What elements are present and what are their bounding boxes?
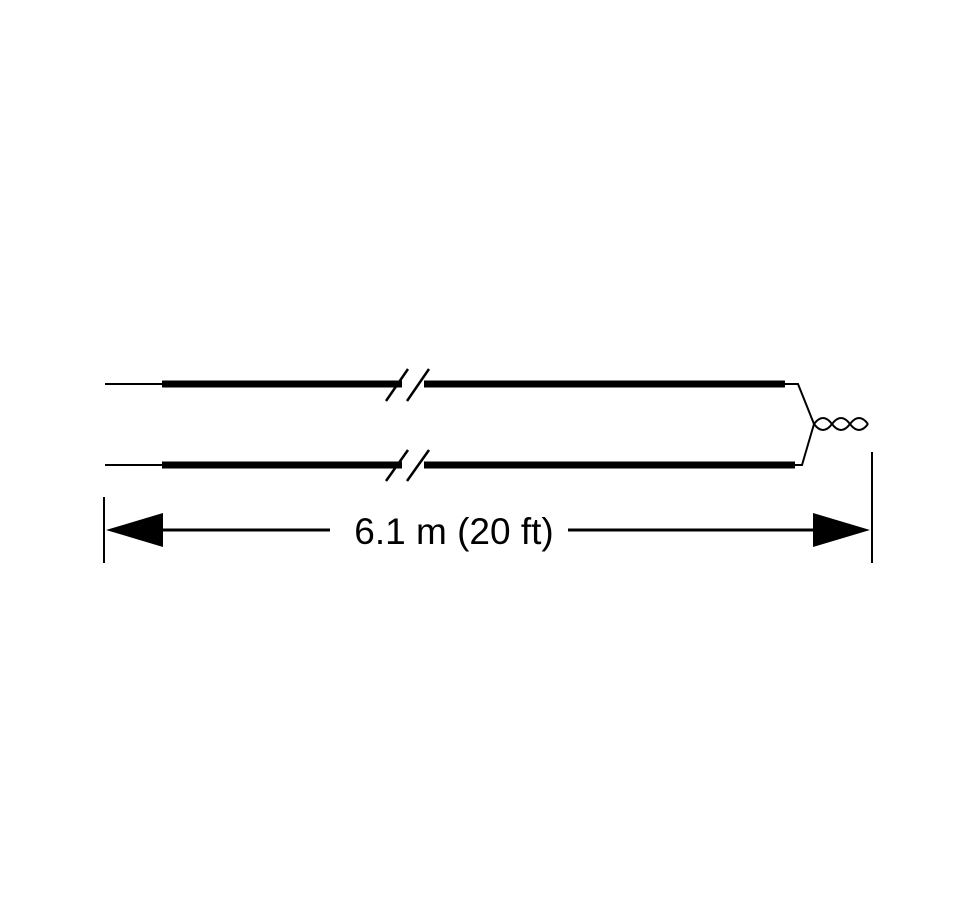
dimension-label: 6.1 m (20 ft) xyxy=(354,511,553,552)
lower-wire xyxy=(105,423,815,482)
upper-wire-lead xyxy=(785,383,815,425)
upper-wire-break-mark xyxy=(384,368,431,402)
lower-wire-lead xyxy=(795,423,815,466)
left-arrowhead xyxy=(106,513,163,547)
upper-wire xyxy=(105,368,815,425)
right-arrowhead xyxy=(813,513,870,547)
twisted-wire-end xyxy=(813,417,869,431)
lower-wire-break-mark xyxy=(384,449,431,482)
length-dimension: 6.1 m (20 ft) xyxy=(103,452,873,563)
